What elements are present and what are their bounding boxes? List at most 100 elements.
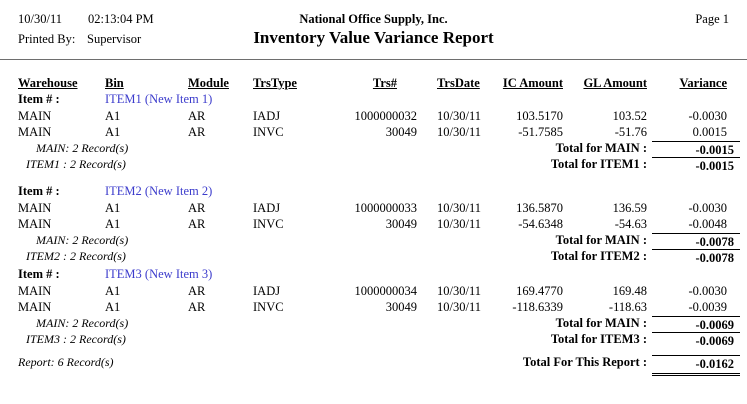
cell-trstype: IADJ	[253, 284, 281, 298]
cell-warehouse: MAIN	[18, 109, 52, 123]
cell-variance: -0.0039	[688, 300, 727, 314]
warehouse-total-value: -0.0069	[652, 316, 740, 333]
warehouse-total-row: MAIN: 2 Record(s) Total for MAIN : -0.00…	[0, 316, 747, 332]
warehouse-total-value: -0.0015	[652, 141, 740, 158]
col-header-ic-amount: IC Amount	[502, 76, 563, 90]
cell-gl-amount: -51.76	[614, 125, 647, 139]
item-record-count: ITEM2 : 2 Record(s)	[26, 249, 126, 263]
cell-trsnum: 1000000032	[354, 109, 418, 123]
col-header-trsnum: Trs#	[372, 76, 397, 90]
cell-trsdate: 10/30/11	[437, 125, 481, 139]
cell-variance: -0.0030	[688, 284, 727, 298]
cell-module: AR	[188, 284, 206, 298]
report-record-count: Report: 6 Record(s)	[18, 355, 114, 369]
cell-variance: -0.0030	[688, 109, 727, 123]
warehouse-total-row: MAIN: 2 Record(s) Total for MAIN : -0.00…	[0, 233, 747, 249]
printed-by-value: Supervisor	[87, 32, 142, 46]
warehouse-record-count: MAIN: 2 Record(s)	[36, 233, 129, 247]
item-total-row: ITEM3 : 2 Record(s) Total for ITEM3 : -0…	[0, 332, 747, 348]
cell-trsnum: 1000000034	[354, 284, 418, 298]
cell-module: AR	[188, 300, 206, 314]
item-total-value: -0.0078	[652, 249, 740, 266]
item-group-header: Item # : ITEM3 (New Item 3)	[0, 267, 747, 283]
item-number-label: Item # :	[18, 267, 60, 281]
col-header-warehouse: Warehouse	[18, 76, 78, 90]
report-time: 02:13:04 PM	[88, 12, 154, 26]
col-header-trsdate: TrsDate	[437, 76, 480, 90]
cell-trstype: INVC	[253, 125, 284, 139]
cell-trsdate: 10/30/11	[437, 300, 481, 314]
cell-trstype: INVC	[253, 217, 284, 231]
cell-warehouse: MAIN	[18, 284, 52, 298]
cell-bin: A1	[105, 217, 121, 231]
cell-trsdate: 10/30/11	[437, 217, 481, 231]
item-record-count: ITEM1 : 2 Record(s)	[26, 157, 126, 171]
cell-ic-amount: -118.6339	[512, 300, 563, 314]
table-row: MAIN A1 AR INVC 30049 10/30/11 -54.6348 …	[0, 217, 747, 233]
cell-trstype: INVC	[253, 300, 284, 314]
table-row: MAIN A1 AR INVC 30049 10/30/11 -118.6339…	[0, 300, 747, 316]
cell-bin: A1	[105, 284, 121, 298]
item-group-header: Item # : ITEM2 (New Item 2)	[0, 184, 747, 200]
cell-warehouse: MAIN	[18, 217, 52, 231]
item-total-row: ITEM1 : 2 Record(s) Total for ITEM1 : -0…	[0, 157, 747, 173]
warehouse-record-count: MAIN: 2 Record(s)	[36, 316, 129, 330]
warehouse-total-row: MAIN: 2 Record(s) Total for MAIN : -0.00…	[0, 141, 747, 157]
item-total-value: -0.0015	[652, 157, 740, 174]
warehouse-total-value: -0.0078	[652, 233, 740, 250]
item-link[interactable]: ITEM1 (New Item 1)	[105, 92, 213, 106]
cell-ic-amount: -51.7585	[518, 125, 563, 139]
header-divider	[0, 59, 747, 60]
col-header-module: Module	[188, 76, 229, 90]
cell-bin: A1	[105, 300, 121, 314]
table-row: MAIN A1 AR IADJ 1000000034 10/30/11 169.…	[0, 284, 747, 300]
cell-trsdate: 10/30/11	[437, 284, 481, 298]
item-total-label: Total for ITEM1 :	[550, 157, 647, 171]
item-total-label: Total for ITEM2 :	[550, 249, 647, 263]
cell-bin: A1	[105, 201, 121, 215]
col-header-gl-amount: GL Amount	[583, 76, 647, 90]
cell-gl-amount: -54.63	[614, 217, 647, 231]
item-link[interactable]: ITEM2 (New Item 2)	[105, 184, 213, 198]
cell-warehouse: MAIN	[18, 201, 52, 215]
cell-trsdate: 10/30/11	[437, 201, 481, 215]
report-title: Inventory Value Variance Report	[253, 28, 494, 47]
warehouse-record-count: MAIN: 2 Record(s)	[36, 141, 129, 155]
report-header-line1: 10/30/11 02:13:04 PM National Office Sup…	[0, 12, 747, 28]
item-record-count: ITEM3 : 2 Record(s)	[26, 332, 126, 346]
cell-ic-amount: 103.5170	[516, 109, 563, 123]
cell-trstype: IADJ	[253, 109, 281, 123]
warehouse-total-label: Total for MAIN :	[555, 316, 647, 330]
report-total-value: -0.0162	[652, 355, 740, 376]
column-header-row: Warehouse Bin Module TrsType Trs# TrsDat…	[0, 76, 747, 92]
cell-warehouse: MAIN	[18, 300, 52, 314]
cell-variance: -0.0048	[688, 217, 727, 231]
col-header-bin: Bin	[105, 76, 124, 90]
cell-ic-amount: 136.5870	[516, 201, 563, 215]
warehouse-total-label: Total for MAIN :	[555, 141, 647, 155]
table-row: MAIN A1 AR INVC 30049 10/30/11 -51.7585 …	[0, 125, 747, 141]
cell-gl-amount: 136.59	[612, 201, 647, 215]
cell-trstype: IADJ	[253, 201, 281, 215]
cell-ic-amount: -54.6348	[518, 217, 563, 231]
company-name: National Office Supply, Inc.	[299, 12, 448, 26]
cell-variance: -0.0030	[688, 201, 727, 215]
item-link[interactable]: ITEM3 (New Item 3)	[105, 267, 213, 281]
item-total-row: ITEM2 : 2 Record(s) Total for ITEM2 : -0…	[0, 249, 747, 265]
warehouse-total-label: Total for MAIN :	[555, 233, 647, 247]
cell-trsnum: 30049	[385, 217, 417, 231]
cell-trsnum: 30049	[385, 125, 417, 139]
cell-gl-amount: 103.52	[612, 109, 647, 123]
table-row: MAIN A1 AR IADJ 1000000033 10/30/11 136.…	[0, 201, 747, 217]
report-total-label: Total For This Report :	[522, 355, 647, 369]
cell-variance: 0.0015	[692, 125, 727, 139]
col-header-trstype: TrsType	[253, 76, 297, 90]
item-total-label: Total for ITEM3 :	[550, 332, 647, 346]
table-row: MAIN A1 AR IADJ 1000000032 10/30/11 103.…	[0, 109, 747, 125]
cell-module: AR	[188, 201, 206, 215]
item-total-value: -0.0069	[652, 332, 740, 349]
cell-warehouse: MAIN	[18, 125, 52, 139]
cell-trsdate: 10/30/11	[437, 109, 481, 123]
report-date: 10/30/11	[18, 12, 62, 26]
